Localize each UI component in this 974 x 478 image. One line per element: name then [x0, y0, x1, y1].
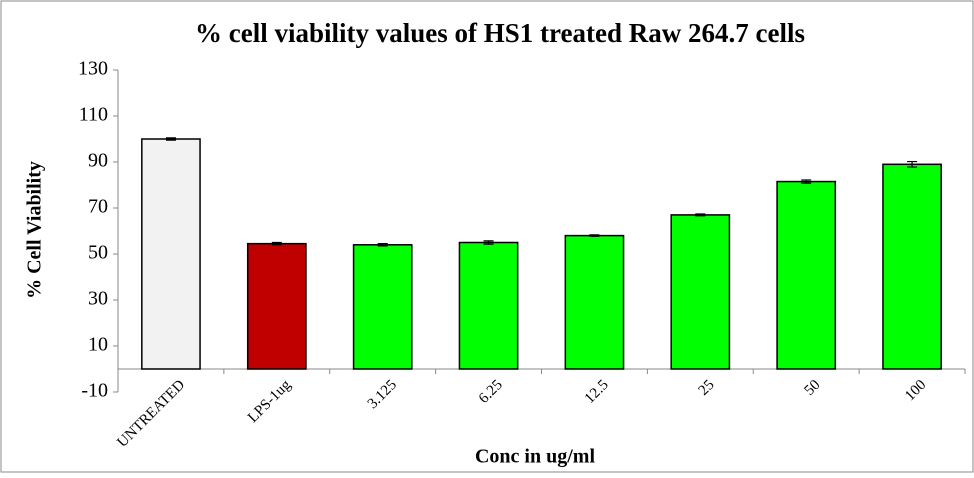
- bar: [564, 234, 625, 370]
- error-bar: [695, 213, 706, 217]
- y-tick-label: 70: [88, 196, 108, 218]
- bar: [776, 180, 837, 370]
- error-bar: [165, 137, 176, 141]
- y-tick-label: 30: [88, 288, 108, 310]
- y-tick-label: 10: [88, 334, 108, 356]
- error-bar: [589, 234, 600, 237]
- y-tick-label: 50: [88, 242, 108, 264]
- y-tick-label: 110: [79, 104, 108, 126]
- y-tick-label: 130: [78, 58, 108, 80]
- y-tick-label: 90: [88, 150, 108, 172]
- error-bar: [271, 241, 282, 246]
- chart-title: % cell viability values of HS1 treated R…: [195, 18, 805, 48]
- bar: [458, 241, 519, 370]
- bar: [141, 138, 201, 370]
- bar: [670, 214, 731, 370]
- error-bar: [483, 240, 494, 245]
- error-bar: [377, 243, 388, 247]
- bar: [246, 242, 307, 370]
- error-bar: [907, 160, 918, 168]
- error-bar: [801, 179, 812, 184]
- y-axis-label: % Cell Viability: [24, 161, 46, 299]
- bar: [352, 244, 413, 370]
- bar: [882, 163, 942, 370]
- x-axis-label: Conc in ug/ml: [475, 446, 595, 468]
- y-tick-label: -10: [81, 380, 108, 402]
